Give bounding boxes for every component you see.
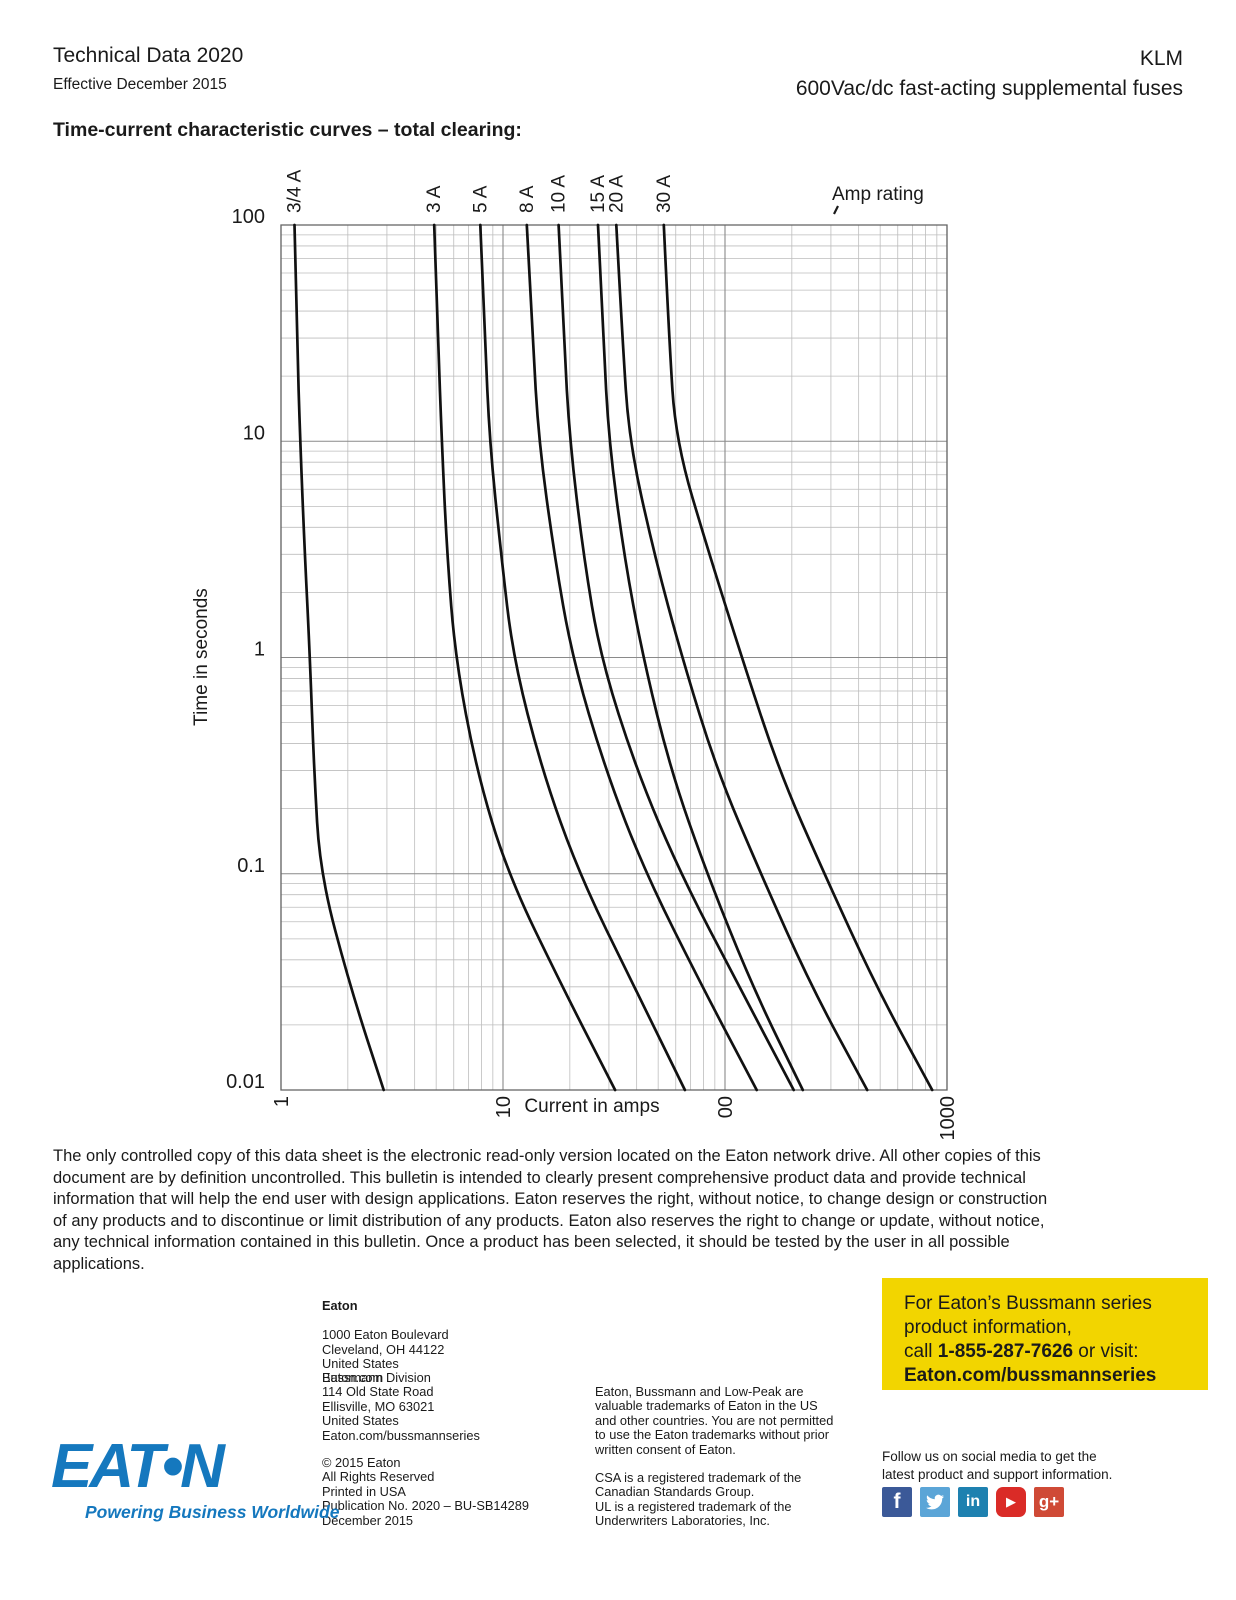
corporate-name: Eaton [322,1298,358,1314]
x-tick-1000: 1000 [937,1096,959,1140]
product-subtitle: 600Vac/dc fast-acting supplemental fuses [795,77,1183,100]
curve-3-A [432,223,617,1092]
promo-line-3: call 1-855-287-7626 or visit: [904,1341,1139,1362]
promo-phone: 1-855-287-7626 [937,1341,1074,1362]
x-tick-00: 00 [715,1096,737,1118]
amp-rating-tick [833,205,839,215]
x-tick-10: 10 [493,1096,515,1118]
facebook-icon[interactable]: f [882,1487,912,1517]
corporate-address-lines: 1000 Eaton Boulevard Cleveland, OH 44122… [322,1327,449,1386]
curve-5-A [478,223,687,1092]
eaton-logo: EAT•N [51,1432,225,1501]
copyright-block: © 2015 Eaton All Rights Reserved Printed… [322,1455,530,1528]
product-name: KLM [1139,47,1183,70]
curve-8-A [525,223,759,1092]
section-title: Time-current characteristic curves – tot… [53,119,522,141]
curve-30-A [662,223,934,1092]
y-tick-10: 10 [243,422,265,444]
curve-label-20-A: 20 A [606,175,627,213]
document-title: Technical Data 2020 [53,44,244,67]
x-axis-title: Current in amps [524,1096,659,1117]
social-icons-row: f in ▶ g+ [882,1487,1064,1517]
amp-rating-label: Amp rating [832,184,924,205]
y-axis-title: Time in seconds [191,588,212,726]
promo-line-2: product information, [904,1317,1072,1338]
youtube-icon[interactable]: ▶ [996,1487,1026,1517]
y-tick-0.01: 0.01 [226,1071,265,1093]
promo-url[interactable]: Eaton.com/bussmannseries [904,1365,1157,1386]
curve-label-30-A: 30 A [654,175,675,213]
curve-label-5-A: 5 A [470,185,491,213]
curve-15-A [596,223,805,1092]
x-tick-1: 1 [271,1096,293,1107]
corporate-address: Eaton 1000 Eaton Boulevard Cleveland, OH… [322,1285,449,1400]
curve-label-10-A: 10 A [549,175,570,213]
curve-20-A [614,223,869,1092]
promo-line-1: For Eaton’s Bussmann series [904,1293,1152,1314]
social-caption: Follow us on social media to get the lat… [882,1449,1113,1482]
curve-3-4-A [293,223,386,1092]
y-tick-0.1: 0.1 [237,855,265,877]
curve-label-3-A: 3 A [424,185,445,213]
twitter-icon[interactable] [920,1487,950,1517]
effective-date: Effective December 2015 [53,76,227,93]
eaton-tagline: Powering Business Worldwide [85,1502,340,1522]
header-right: KLM 600Vac/dc fast-acting supplemental f… [796,44,1183,104]
y-tick-1: 1 [254,639,265,661]
y-tick-100: 100 [232,206,265,228]
linkedin-icon[interactable]: in [958,1487,988,1517]
google-plus-icon[interactable]: g+ [1034,1487,1064,1517]
trademark-notice: Eaton, Bussmann and Low-Peak are valuabl… [595,1384,834,1457]
curve-10-A [557,223,796,1092]
curve-label-3-4-A: 3/4 A [284,169,305,213]
disclaimer-paragraph: The only controlled copy of this data sh… [53,1147,1048,1273]
curve-label-15-A: 15 A [588,175,609,213]
curve-label-8-A: 8 A [517,185,538,213]
registered-trademark-notice: CSA is a registered trademark of the Can… [595,1470,802,1529]
bussmann-promo-box: For Eaton’s Bussmann series product info… [882,1278,1208,1390]
division-address: Bussmann Division 114 Old State Road Ell… [322,1370,480,1443]
